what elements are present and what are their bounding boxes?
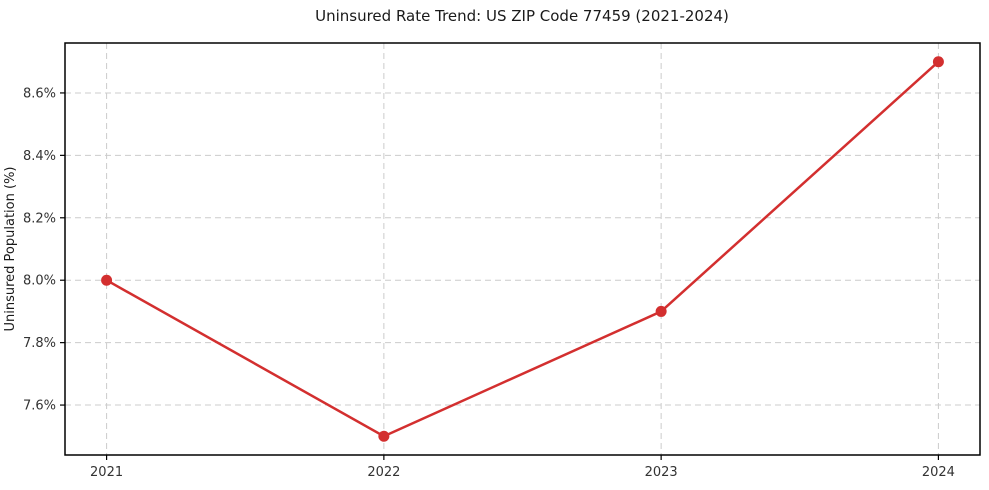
data-point-2023: [655, 305, 667, 317]
y-tick-label: 8.6%: [23, 86, 56, 101]
data-point-2021: [101, 274, 113, 286]
x-tick-label: 2022: [367, 465, 400, 480]
chart-layers: 7.6% 7.8% 8.0% 8.2% 8.4% 8.6% 2021 2022 2023 2024: [23, 42, 981, 480]
data-point-2022: [378, 430, 390, 442]
data-point-2024: [932, 56, 944, 68]
y-tick-label: 7.8%: [23, 336, 56, 351]
chart-title: Uninsured Rate Trend: US ZIP Code 77459 …: [315, 7, 729, 25]
y-tick-label: 8.0%: [23, 274, 56, 289]
x-tick-label: 2021: [90, 465, 123, 480]
trend-line: [105, 60, 940, 438]
y-tick-label: 7.6%: [23, 399, 56, 414]
y-tick-label: 8.4%: [23, 149, 56, 164]
y-tick-label: 8.2%: [23, 211, 56, 226]
y-axis-label: Uninsured Population (%): [3, 167, 18, 332]
plot-border: [64, 42, 981, 456]
x-tick-label: 2023: [645, 465, 678, 480]
x-tick-label: 2024: [922, 465, 955, 480]
